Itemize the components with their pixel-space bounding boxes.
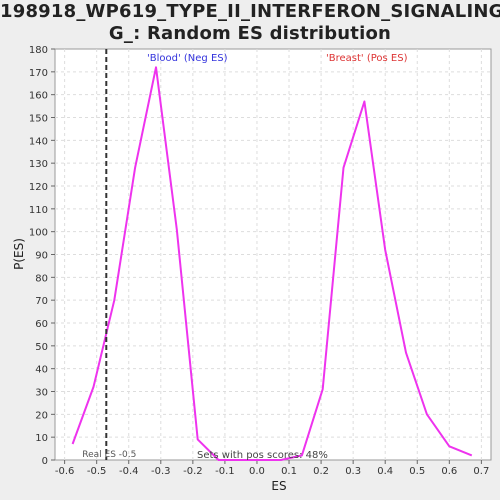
y-tick-label: 90 <box>35 251 48 262</box>
grid-lines <box>55 49 491 460</box>
pos-es-annotation: 'Breast' (Pos ES) <box>326 53 408 64</box>
x-axis-label: ES <box>271 479 286 493</box>
y-tick-label: 120 <box>29 182 48 193</box>
x-tick-label: 0.7 <box>473 466 489 477</box>
real-es-label: Real ES -0.5 <box>82 450 136 460</box>
y-tick-label: 50 <box>35 342 48 353</box>
y-tick-label: 130 <box>29 159 48 170</box>
y-tick-label: 100 <box>29 228 48 239</box>
y-tick-label: 150 <box>29 114 48 125</box>
y-tick-label: 70 <box>35 296 48 307</box>
y-tick-label: 160 <box>29 91 48 102</box>
es-distribution-line <box>71 66 473 461</box>
x-tick-label: 0.5 <box>409 466 425 477</box>
x-tick-label: -0.3 <box>151 466 171 477</box>
x-tick-label: -0.4 <box>119 466 139 477</box>
x-tick-label: 0.4 <box>377 466 393 477</box>
y-tick-label: 140 <box>29 136 48 147</box>
y-tick-label: 60 <box>35 319 48 330</box>
x-tick-label: -0.2 <box>183 466 203 477</box>
y-tick-label: 80 <box>35 273 48 284</box>
y-axis-label: P(ES) <box>12 238 26 270</box>
x-tick-label: 0.2 <box>313 466 329 477</box>
annotations-layer: Real ES -0.5 'Blood' (Neg ES) 'Breast' (Po… <box>82 49 408 461</box>
y-tick-label: 30 <box>35 388 48 399</box>
x-axis: -0.6 -0.5 -0.4 -0.3 -0.2 -0.1 0.0 0.1 0.2 0.3 0.4 0… <box>55 460 489 477</box>
x-tick-label: 0.6 <box>441 466 457 477</box>
y-tick-label: 20 <box>35 410 48 421</box>
chart-title-line-1: 198918_WP619_TYPE_II_INTERFERON_SIGNALIN… <box>0 1 500 22</box>
y-axis: 0 10 20 30 40 50 60 70 80 90 100 110 120 130 140 150 160… <box>29 45 55 467</box>
x-tick-label: -0.5 <box>87 466 107 477</box>
x-tick-label: 0.3 <box>345 466 361 477</box>
y-tick-label: 0 <box>42 456 48 467</box>
y-tick-label: 10 <box>35 433 48 444</box>
x-tick-label: -0.1 <box>215 466 235 477</box>
chart-title-line-2: G_: Random ES distribution <box>108 23 392 44</box>
neg-es-annotation: 'Blood' (Neg ES) <box>147 53 228 64</box>
y-tick-label: 170 <box>29 68 48 79</box>
x-tick-label: -0.6 <box>55 466 75 477</box>
y-tick-label: 180 <box>29 45 48 56</box>
series-layer <box>71 66 473 461</box>
y-tick-label: 110 <box>29 205 48 216</box>
x-tick-label: 0.1 <box>281 466 297 477</box>
pos-scores-annotation: Sets with pos scores: 48% <box>197 450 328 461</box>
y-tick-label: 40 <box>35 365 48 376</box>
x-tick-label: 0.0 <box>249 466 265 477</box>
